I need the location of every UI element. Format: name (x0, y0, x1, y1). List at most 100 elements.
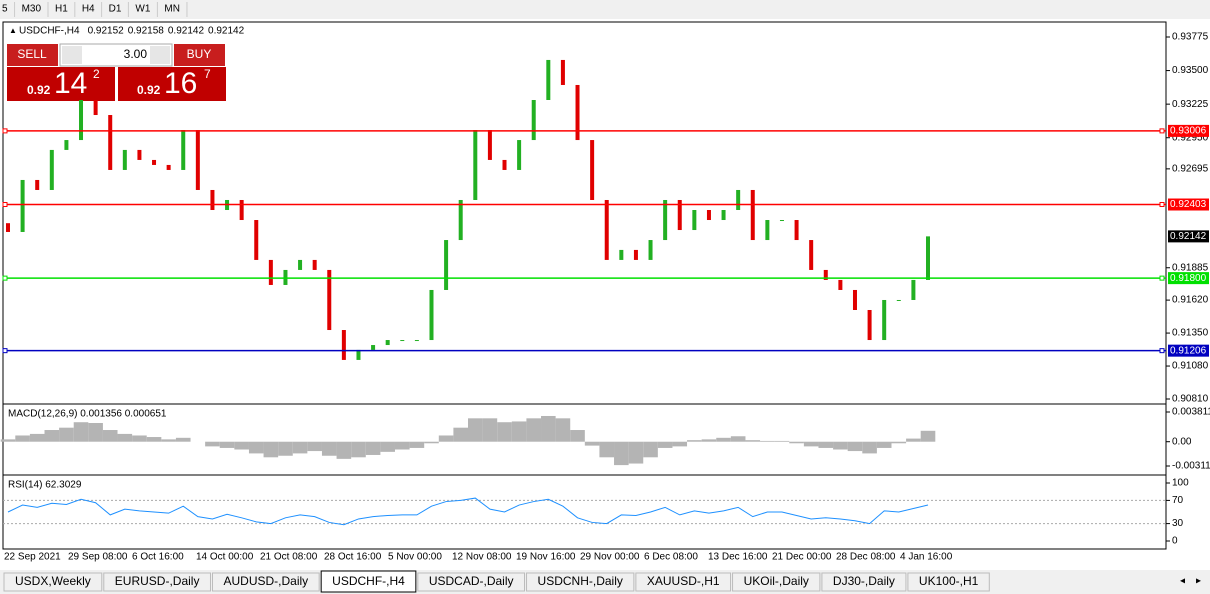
timeframe-button[interactable]: 5 (2, 4, 8, 15)
tab-label: AUDUSD-,Daily (223, 574, 308, 588)
macd-bar (365, 441, 381, 455)
candle (794, 220, 799, 241)
x-tick-label: 6 Oct 16:00 (132, 552, 184, 563)
candle (341, 330, 346, 360)
macd-title: MACD(12,26,9) 0.001356 0.000651 (8, 409, 167, 420)
sell-price-box[interactable] (7, 67, 115, 101)
macd-bar (453, 427, 468, 442)
lot-decrease[interactable] (62, 46, 82, 64)
symbol-arrow: ▲ (9, 26, 17, 35)
chart-tab[interactable] (320, 570, 417, 593)
timeframe-button[interactable]: H1 (55, 4, 68, 15)
x-tick-label: 28 Oct 16:00 (324, 552, 382, 563)
macd-bar (803, 441, 819, 447)
candle (181, 130, 186, 170)
timeframe-button[interactable]: M30 (22, 4, 42, 15)
candle (254, 220, 259, 260)
macd-bar (59, 427, 74, 442)
candle (867, 309, 872, 341)
tab-label: USDCNH-,Daily (538, 574, 623, 588)
macd-bar (44, 430, 60, 442)
candle (487, 130, 492, 160)
chart-tab[interactable] (635, 572, 732, 592)
candle (677, 199, 682, 231)
macd-bar (628, 441, 644, 464)
tab-label: USDX,Weekly (15, 574, 91, 588)
macd-bar (482, 418, 498, 442)
x-tick-label: 4 Jan 16:00 (900, 552, 953, 563)
x-tick-label: 6 Dec 08:00 (644, 552, 698, 563)
chart-tab[interactable] (103, 572, 211, 592)
y-tick-label: 0.91885 (1172, 262, 1209, 273)
macd-bar (906, 438, 921, 442)
macd-bar (789, 441, 804, 444)
macd-bar (219, 441, 235, 448)
macd-bar (29, 433, 45, 442)
candle (356, 349, 361, 360)
y-tick-label: 0.92950 (1172, 132, 1209, 143)
macd-bar (833, 441, 848, 450)
candle (896, 299, 901, 301)
last-price-label: 0.92142 (1170, 231, 1207, 242)
candle (6, 223, 10, 232)
level-handle (2, 348, 8, 354)
candle (765, 220, 770, 241)
macd-bar (599, 441, 615, 458)
macd-bar (117, 433, 133, 442)
quote-value: 0.92142 (168, 26, 205, 37)
chart-tab[interactable] (526, 572, 635, 592)
level-label: 0.93006 (1170, 126, 1207, 137)
candle (882, 299, 887, 341)
macd-bar (526, 418, 542, 442)
candle (137, 149, 142, 160)
timeframe-button[interactable]: H4 (82, 4, 95, 15)
level-handle (1159, 348, 1165, 354)
tab-scroll[interactable]: ▸ (1196, 576, 1201, 587)
tab-scroll[interactable]: ◂ (1180, 576, 1185, 587)
buy-price-big: 0.92 (137, 83, 161, 97)
buy-label: BUY (187, 47, 212, 61)
quote-value: 0.92158 (128, 26, 165, 37)
buy-button[interactable] (174, 44, 225, 66)
chart-tab[interactable] (211, 572, 320, 592)
candle (79, 99, 84, 141)
chart-tab[interactable] (821, 572, 907, 592)
y-tick-label: -0.003115 (1172, 461, 1210, 472)
candle (429, 289, 434, 341)
level-handle (1159, 275, 1165, 281)
macd-bar (716, 437, 731, 442)
sell-button[interactable] (7, 44, 58, 66)
macd-bar (102, 430, 118, 442)
candle (122, 149, 127, 170)
timeframe-button[interactable]: MN (164, 4, 180, 15)
rsi-title: RSI(14) 62.3029 (8, 480, 82, 491)
macd-bar (511, 421, 527, 442)
macd-bar (760, 440, 775, 442)
macd-bar (205, 441, 220, 447)
macd-bar (438, 435, 454, 442)
level-label-box (1168, 272, 1209, 285)
timeframe-button[interactable]: D1 (109, 4, 122, 15)
chart-tab[interactable] (907, 572, 990, 592)
sell-price-pips: 14 (54, 67, 87, 100)
candle (633, 249, 638, 260)
lot-input[interactable] (59, 43, 173, 67)
candle (590, 140, 595, 200)
macd-bar (541, 415, 556, 442)
candle (546, 59, 551, 100)
chart-tab[interactable] (3, 572, 103, 592)
candle (64, 140, 69, 150)
timeframe-button[interactable]: W1 (135, 4, 150, 15)
chart-tab[interactable] (417, 572, 526, 592)
macd-bar (336, 441, 352, 459)
candle (166, 164, 171, 170)
macd-bar (818, 441, 834, 448)
y-tick-label: 0 (1172, 536, 1178, 547)
lot-increase[interactable] (150, 46, 170, 64)
macd-bar (73, 422, 89, 442)
chart-tab[interactable] (732, 572, 821, 592)
x-tick-label: 29 Sep 08:00 (68, 552, 128, 563)
x-tick-label: 29 Nov 00:00 (580, 552, 640, 563)
buy-price-box[interactable] (118, 67, 226, 101)
